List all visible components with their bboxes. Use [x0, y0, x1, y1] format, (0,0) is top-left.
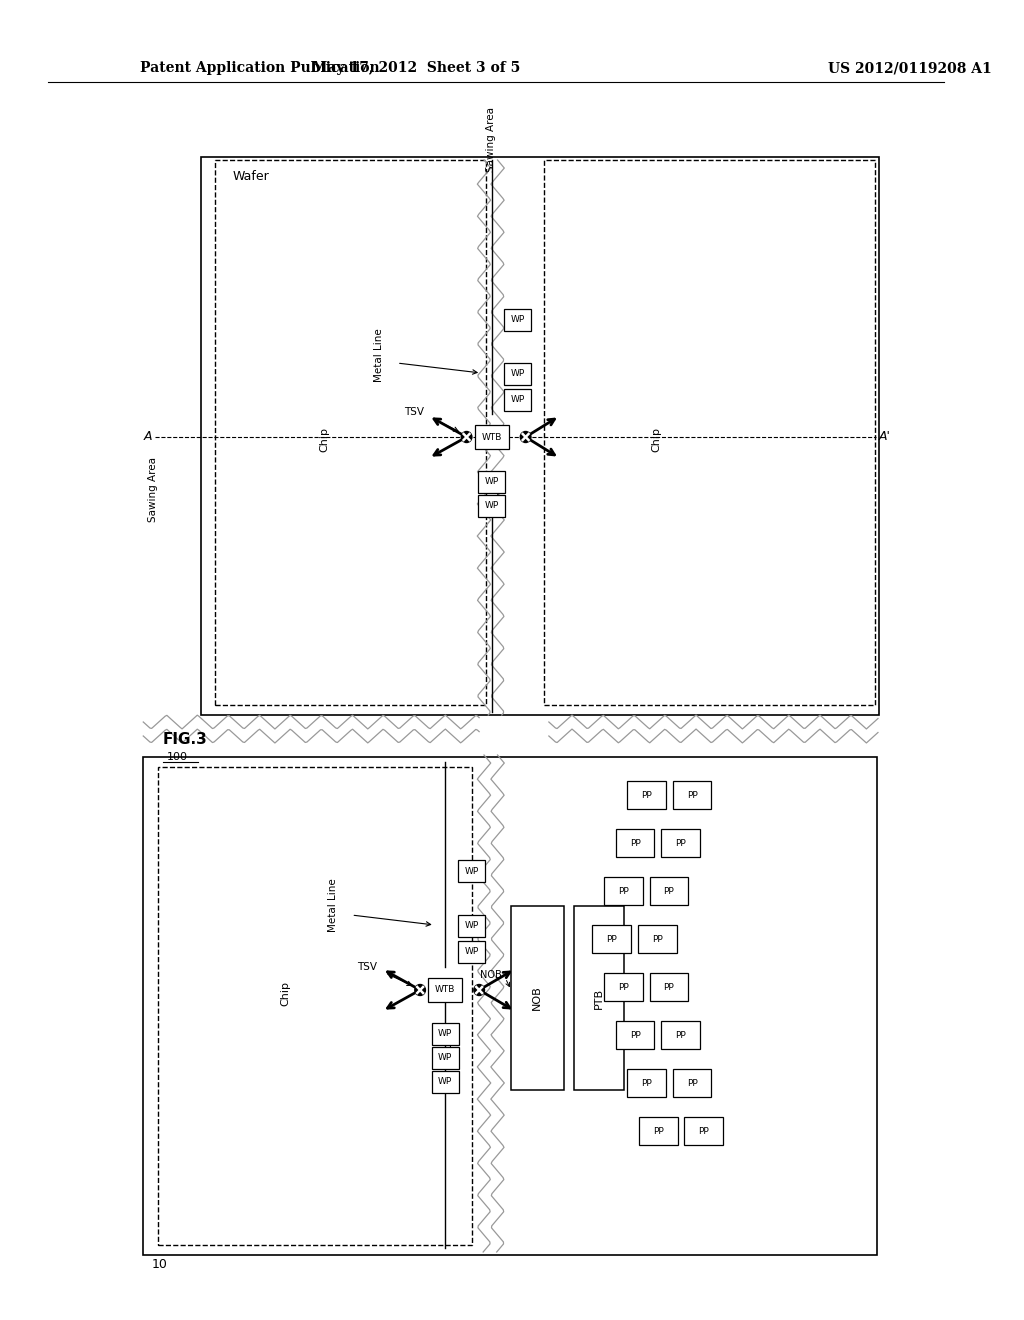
Text: WP: WP: [464, 921, 478, 931]
Bar: [458, 941, 485, 964]
Text: May 17, 2012  Sheet 3 of 5: May 17, 2012 Sheet 3 of 5: [312, 61, 520, 75]
Text: 10: 10: [152, 1258, 168, 1271]
Text: PP: PP: [606, 935, 617, 944]
Bar: [662, 829, 699, 857]
Circle shape: [474, 985, 484, 995]
Text: PP: PP: [630, 838, 640, 847]
Text: WP: WP: [484, 502, 499, 511]
Text: PP: PP: [664, 887, 674, 895]
Bar: [475, 425, 509, 449]
Text: A: A: [143, 430, 152, 444]
Text: TSV: TSV: [357, 962, 377, 972]
Text: Chip: Chip: [319, 428, 330, 453]
Bar: [628, 781, 666, 809]
Bar: [428, 978, 462, 1002]
Text: PP: PP: [630, 1031, 640, 1040]
Text: PP: PP: [664, 982, 674, 991]
Bar: [158, 767, 472, 1245]
Bar: [505, 363, 531, 385]
Bar: [511, 906, 564, 1090]
Text: WP: WP: [511, 370, 525, 379]
Text: A': A': [879, 430, 891, 444]
Text: WP: WP: [464, 948, 478, 957]
Text: Sawing Area: Sawing Area: [485, 107, 496, 173]
Bar: [684, 1117, 723, 1144]
Bar: [604, 876, 643, 906]
Text: WP: WP: [438, 1053, 453, 1063]
Text: PTB: PTB: [594, 987, 604, 1008]
Text: PP: PP: [675, 838, 686, 847]
Text: WP: WP: [484, 478, 499, 487]
Text: WP: WP: [464, 866, 478, 875]
Bar: [615, 1020, 654, 1049]
Text: PP: PP: [687, 1078, 697, 1088]
Bar: [432, 1023, 459, 1045]
Bar: [574, 906, 625, 1090]
Text: PP: PP: [641, 791, 652, 800]
Text: PP: PP: [675, 1031, 686, 1040]
Text: WTB: WTB: [481, 433, 502, 441]
Circle shape: [461, 432, 472, 442]
Text: 100: 100: [167, 752, 187, 762]
Text: PP: PP: [618, 982, 629, 991]
Text: FIG.3: FIG.3: [163, 733, 208, 747]
Text: US 2012/0119208 A1: US 2012/0119208 A1: [827, 61, 991, 75]
Text: Chip: Chip: [651, 428, 662, 453]
Bar: [458, 915, 485, 937]
Bar: [478, 471, 505, 492]
Text: Sawing Area: Sawing Area: [147, 458, 158, 523]
Text: PP: PP: [687, 791, 697, 800]
Text: WP: WP: [511, 396, 525, 404]
Bar: [202, 157, 879, 715]
Bar: [604, 973, 643, 1001]
Circle shape: [415, 985, 425, 995]
Text: PP: PP: [652, 935, 663, 944]
Bar: [649, 876, 688, 906]
Text: TSV: TSV: [404, 407, 424, 417]
Bar: [432, 1047, 459, 1069]
Bar: [478, 495, 505, 517]
Bar: [505, 389, 531, 411]
Bar: [615, 829, 654, 857]
Text: Metal Line: Metal Line: [375, 329, 384, 381]
Text: WP: WP: [438, 1077, 453, 1086]
Bar: [638, 925, 677, 953]
Text: Wafer: Wafer: [232, 170, 269, 183]
Bar: [458, 861, 485, 882]
Text: Patent Application Publication: Patent Application Publication: [140, 61, 380, 75]
Circle shape: [520, 432, 531, 442]
Text: WP: WP: [438, 1030, 453, 1039]
Text: PP: PP: [698, 1126, 709, 1135]
Bar: [143, 756, 877, 1255]
Bar: [544, 160, 876, 705]
Text: Scribe Line: Scribe Line: [525, 961, 536, 1019]
Bar: [639, 1117, 678, 1144]
Text: WTB: WTB: [435, 986, 456, 994]
Text: Metal Line: Metal Line: [328, 878, 338, 932]
Bar: [593, 925, 631, 953]
Bar: [628, 1069, 666, 1097]
Text: PP: PP: [641, 1078, 652, 1088]
Text: NOB: NOB: [479, 970, 502, 979]
Bar: [673, 1069, 712, 1097]
Text: Chip: Chip: [281, 981, 291, 1006]
Text: WP: WP: [511, 315, 525, 325]
Bar: [649, 973, 688, 1001]
Bar: [432, 1071, 459, 1093]
Bar: [215, 160, 486, 705]
Bar: [662, 1020, 699, 1049]
Bar: [505, 309, 531, 331]
Text: NOB: NOB: [532, 986, 543, 1010]
Text: PP: PP: [618, 887, 629, 895]
Text: PP: PP: [653, 1126, 664, 1135]
Bar: [673, 781, 712, 809]
